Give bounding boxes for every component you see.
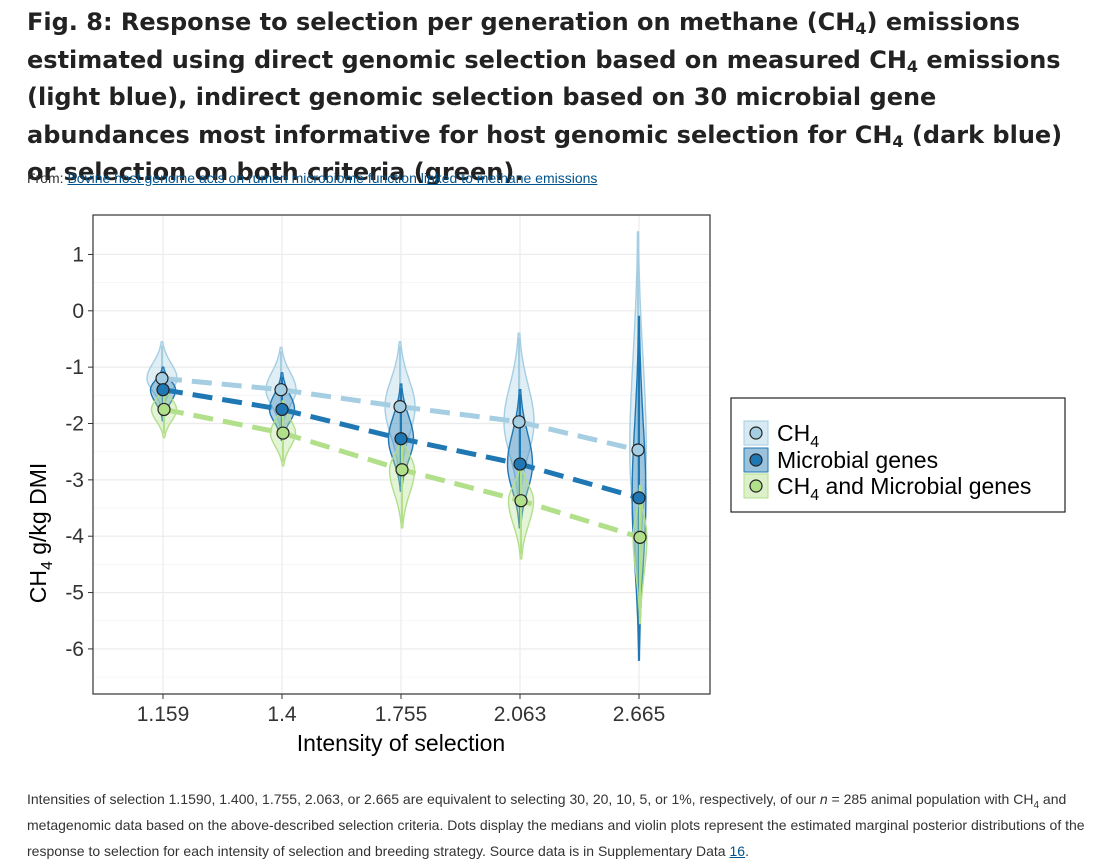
figure-title: Fig. 8: Response to selection per genera… — [27, 4, 1097, 192]
y-tick-label: -6 — [65, 638, 84, 661]
y-tick-label: -3 — [65, 469, 84, 492]
median-point — [514, 494, 528, 508]
median-point — [274, 383, 288, 397]
legend-label: CH4 and Microbial genes — [777, 473, 1031, 504]
legend-marker — [749, 453, 763, 467]
axes-layer: 1 0 -1 -2 -3 -4 -5 -6 1.159 1.4 1.755 2.063 2.665 — [65, 243, 665, 726]
legend-swatch — [743, 473, 769, 499]
title-text-2: ) emissions estimated using direct genom… — [27, 8, 1021, 74]
y-axis-title: CH4 g/kg DMI — [25, 463, 56, 604]
median-point — [512, 415, 526, 429]
legend-marker — [749, 479, 763, 493]
y-tick-label: -5 — [65, 582, 84, 605]
plot-grid — [93, 215, 710, 694]
legend-marker — [749, 426, 763, 440]
supplementary-data-link[interactable]: 16 — [729, 843, 746, 859]
median-point — [394, 432, 408, 446]
y-tick-label: 1 — [72, 243, 84, 266]
median-point — [632, 491, 646, 505]
from-label: From: — [27, 170, 68, 186]
y-tick-label: 0 — [72, 300, 84, 323]
median-point — [633, 530, 647, 544]
x-tick-label: 1.4 — [267, 703, 297, 726]
legend-label: CH4 — [777, 420, 819, 451]
median-point — [631, 443, 645, 457]
legend-swatch — [743, 447, 769, 473]
title-text-3: emissions (light blue), indirect genomic… — [27, 45, 1061, 149]
median-point — [275, 402, 289, 417]
source-article-link[interactable]: Bovine host genome acts on rumen microbi… — [67, 170, 598, 186]
y-tick-label: -1 — [65, 356, 84, 379]
y-tick-label: -4 — [65, 525, 84, 548]
violin-chart: 1 0 -1 -2 -3 -4 -5 -6 1.159 1.4 1.755 2.063 2.665 In… — [25, 214, 1066, 756]
title-text-1: Fig. 8: Response to selection per genera… — [27, 8, 856, 36]
figure-caption: Intensities of selection 1.1590, 1.400, … — [27, 791, 1085, 859]
x-tick-label: 2.063 — [494, 703, 547, 726]
x-tick-label: 1.755 — [375, 703, 428, 726]
median-point — [393, 400, 407, 414]
y-tick-label: -2 — [65, 413, 84, 436]
median-point — [156, 383, 170, 397]
title-subscript-3: 4 — [892, 131, 904, 151]
median-point — [276, 426, 290, 440]
x-tick-label: 1.159 — [137, 703, 190, 726]
median-point — [157, 402, 171, 417]
x-axis-title: Intensity of selection — [297, 730, 505, 756]
median-point — [395, 463, 409, 477]
title-subscript-2: 4 — [906, 56, 919, 76]
title-subscript-1: 4 — [855, 19, 867, 38]
source-line: From: Bovine host genome acts on rumen m… — [27, 170, 597, 186]
median-point — [513, 457, 527, 471]
title-text-4: (dark blue) or selection on both criteri… — [27, 120, 1063, 187]
legend-label: Microbial genes — [777, 447, 938, 473]
median-point-layer — [155, 371, 647, 544]
x-tick-label: 2.665 — [613, 703, 666, 726]
median-point — [155, 371, 169, 386]
legend-box — [730, 397, 1066, 513]
trend-line — [161, 375, 639, 453]
